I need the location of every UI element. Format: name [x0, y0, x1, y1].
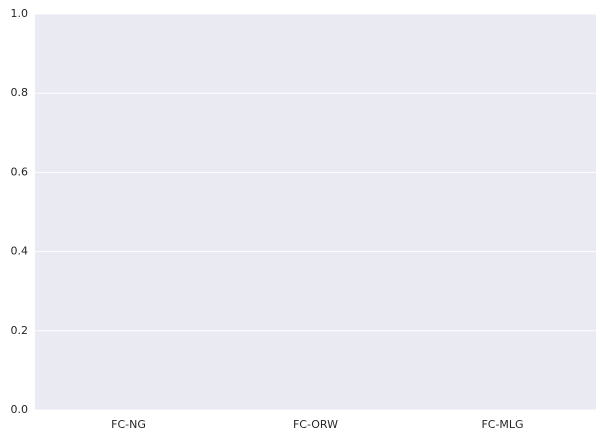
x-tick-label: FC-ORW [293, 418, 338, 431]
y-tick-label: 1.0 [11, 7, 29, 20]
y-tick-label: 0.6 [11, 165, 29, 178]
x-tick-label: FC-NG [111, 418, 146, 431]
y-tick-label: 0.0 [11, 403, 29, 416]
y-tick-label: 0.8 [11, 86, 29, 99]
y-tick-label: 0.2 [11, 324, 29, 337]
y-tick-label: 0.4 [11, 245, 29, 258]
plot-area [35, 14, 596, 410]
x-tick-label: FC-MLG [481, 418, 523, 431]
